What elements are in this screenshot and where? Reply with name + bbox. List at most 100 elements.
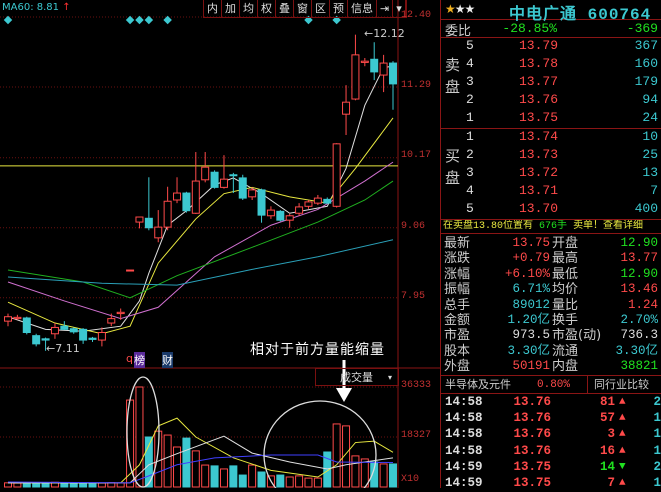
marker-finance[interactable]: 财 [162, 352, 173, 368]
volume-indicator-label: 成交量 [340, 371, 373, 384]
tick-list[interactable]: 14:58 13.76 81 ▲ 2 14:58 13.76 57 ▲ 1 14:58 13.76 3 ▲… [441, 394, 661, 492]
industry-compare-button[interactable]: 同行业比较 [587, 375, 649, 394]
volume-bar [79, 482, 88, 488]
toolbar-button[interactable]: 预 [330, 0, 348, 17]
buy-level-row[interactable]: 1 13.74 10 [441, 129, 661, 147]
level-number: 3 [466, 74, 474, 89]
buy-book: 买盘 1 13.74 10 2 13.73 25 3 13.72 13 4 13.71 7 5 13.70 4… [441, 129, 661, 220]
toolbar-button[interactable]: ⇥ [377, 0, 394, 17]
stat-value: 6.71% [512, 282, 550, 297]
ma20-line [7, 161, 394, 320]
sell-book: 卖盘 5 13.79 367 4 13.78 160 3 13.77 179 2 13.76 94 1 13… [441, 38, 661, 129]
volume-bar [69, 482, 78, 488]
buy-level-row[interactable]: 3 13.72 13 [441, 165, 661, 183]
sell-level-row[interactable]: 3 13.77 179 [441, 74, 661, 92]
kline-chart[interactable]: MA60: 8.81 ↑ 内加均权叠窗区预信息 ⇥ ▾ 12.40 11.29 10… [0, 0, 440, 492]
industry-pct: 0.80% [537, 378, 571, 391]
tick-row: 14:58 13.76 81 ▲ 2 [441, 394, 661, 410]
order-alert[interactable]: 在卖盘13.80位置有 676手 卖单！查看详细 [441, 220, 661, 234]
stat-label: 总手 [444, 297, 471, 313]
sell-level-row[interactable]: 4 13.78 160 [441, 56, 661, 74]
ma60-label: MA60: 8.81 ↑ [2, 2, 71, 13]
buy-level-row[interactable]: 4 13.71 7 [441, 183, 661, 201]
level-price: 13.75 [518, 110, 558, 125]
toolbar-button[interactable]: 加 [222, 0, 240, 17]
level-price: 13.78 [518, 56, 558, 71]
volume-indicator-select[interactable]: 成交量 ▾ [315, 368, 399, 386]
level-number: 3 [466, 165, 474, 180]
stat-label: 股本 [444, 343, 471, 359]
volume-bar [360, 458, 369, 488]
arrow-up-icon: ▲ [619, 395, 626, 408]
tick-count: 1 [653, 410, 661, 425]
candle-down [79, 328, 88, 341]
tick-time: 14:59 [445, 460, 483, 475]
buy-level-row[interactable]: 2 13.73 25 [441, 147, 661, 165]
toolbar-button[interactable]: 均 [240, 0, 258, 17]
stat-value: 2.70% [620, 312, 658, 327]
stat-label: 开盘 [552, 236, 579, 251]
stat-label: 市盈 [444, 328, 471, 344]
toolbar-button[interactable]: 窗 [294, 0, 312, 17]
kline-canvas[interactable] [0, 0, 440, 492]
stat-value: 3.30亿 [615, 343, 658, 358]
rating-stars-icon: ★★★ [445, 3, 475, 17]
tick-count: 2 [653, 394, 661, 409]
marker-q[interactable]: q [126, 352, 133, 365]
volume-ma20-line [7, 454, 393, 484]
toolbar-button[interactable]: 权 [258, 0, 276, 17]
tick-volume: 57 [599, 410, 615, 425]
volume-bar [32, 482, 41, 488]
candle-down [182, 192, 191, 212]
stat-row: 涨幅 +6.10% 最低 12.90 [441, 267, 661, 282]
candle-down [323, 198, 332, 204]
tick-row: 14:59 13.75 7 ▲ 1 [441, 475, 661, 491]
price-axis-label: 12.40 [401, 10, 432, 21]
stat-label: 涨跌 [444, 251, 471, 267]
arrow-up-icon: ↑ [62, 2, 71, 13]
tick-time: 14:58 [445, 443, 483, 458]
stat-value: 1.24 [627, 297, 658, 312]
sell-level-row[interactable]: 1 13.75 24 [441, 110, 661, 128]
tick-row: 14:59 13.75 14 ▼ 2 [441, 459, 661, 475]
stat-row: 最新 13.75 开盘 12.90 [441, 236, 661, 251]
buy-level-row[interactable]: 5 13.70 400 [441, 201, 661, 219]
level-price: 13.73 [518, 147, 558, 162]
candle-up [107, 318, 116, 324]
candle-up [313, 197, 322, 204]
candle-up [135, 216, 144, 223]
candle-up [97, 332, 106, 341]
volume-bar [248, 464, 257, 488]
volume-bar [323, 451, 332, 488]
sell-level-row[interactable]: 2 13.76 94 [441, 92, 661, 110]
sell-level-row[interactable]: 5 13.79 367 [441, 38, 661, 56]
alert-link[interactable]: 卖单！查看详细 [573, 221, 644, 232]
marker-rank[interactable]: 榜 [134, 352, 145, 368]
stat-value: 3.30亿 [507, 343, 550, 358]
level-price: 13.77 [518, 74, 558, 89]
stat-value: 736.3 [620, 328, 658, 343]
tick-row: 14:58 13.76 3 ▲ 1 [441, 426, 661, 442]
toolbar-button[interactable]: ▾ [393, 0, 406, 17]
toolbar-button[interactable]: 区 [312, 0, 330, 17]
volume-ma5-line [8, 417, 394, 484]
candle-up [219, 178, 228, 188]
level-price: 13.70 [518, 201, 558, 216]
candle-up [332, 143, 341, 207]
candle-down [144, 217, 153, 229]
candle-down [60, 325, 69, 330]
toolbar-button[interactable]: 叠 [276, 0, 294, 17]
volume-bar [13, 482, 22, 488]
volume-bar [388, 463, 397, 488]
toolbar-button[interactable]: 内 [204, 0, 222, 17]
stat-label: 振幅 [444, 282, 471, 298]
volume-bar [379, 463, 388, 488]
toolbar-button[interactable]: 信息 [348, 0, 377, 17]
volume-bar [351, 455, 360, 488]
candle-up [295, 206, 304, 214]
candle-down [88, 337, 97, 340]
volume-bar [88, 483, 97, 488]
candle-down [370, 58, 379, 73]
volume-ma10-line [8, 435, 394, 484]
arrow-up-icon: ▲ [619, 411, 626, 424]
